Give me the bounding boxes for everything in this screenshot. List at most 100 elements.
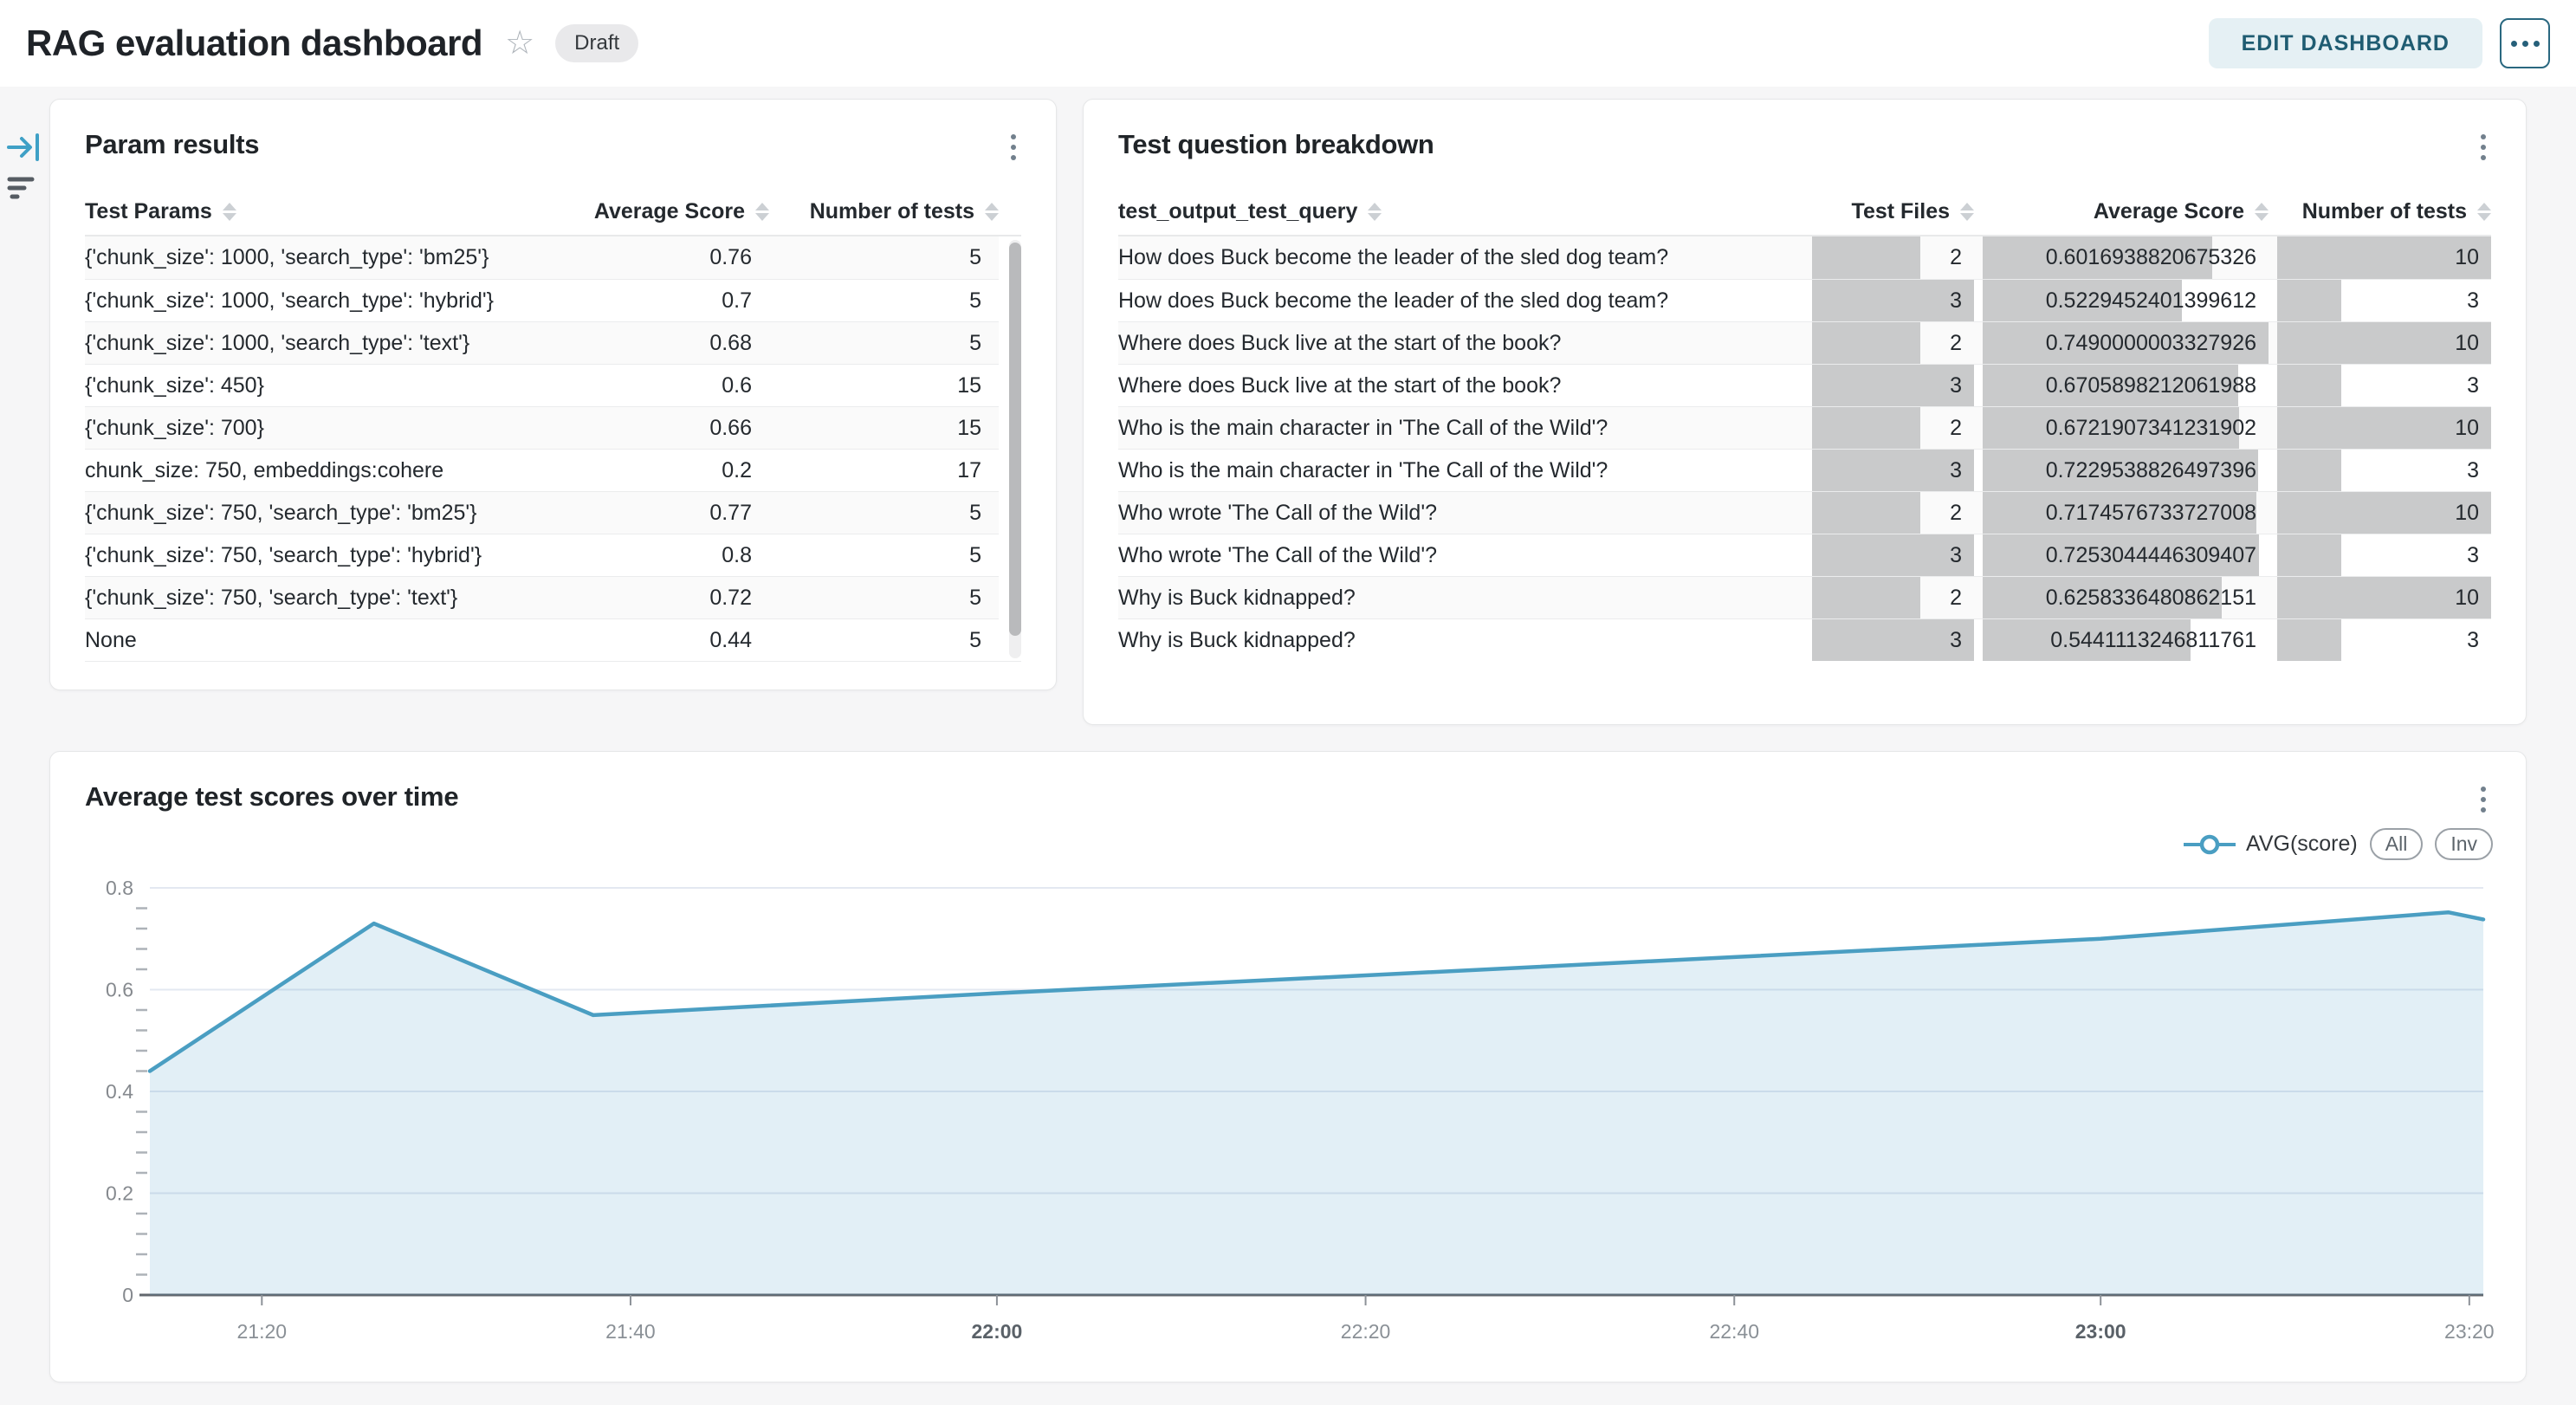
- data-bar: [1812, 492, 1920, 534]
- svg-text:21:40: 21:40: [605, 1320, 656, 1343]
- data-bar: [2277, 280, 2342, 321]
- cell-score: 0.6258336480862151: [1983, 577, 2269, 618]
- question-breakdown-table: test_output_test_query Test Files Averag…: [1118, 188, 2491, 661]
- status-badge: Draft: [555, 24, 639, 62]
- data-bar: [1983, 450, 2259, 491]
- cell-num_tests: 15: [957, 372, 981, 398]
- more-options-button[interactable]: [2500, 18, 2550, 68]
- column-header-number-of-tests[interactable]: Number of tests: [769, 199, 999, 224]
- column-header-test-files[interactable]: Test Files: [1812, 199, 1974, 224]
- dot-icon: [2521, 40, 2528, 47]
- data-bar: [1983, 322, 2269, 364]
- table-row: Where does Buck live at the start of the…: [1118, 321, 2491, 364]
- scrollbar-thumb[interactable]: [1009, 243, 1021, 637]
- cell-tests: 10: [2277, 322, 2491, 364]
- cell-tests: 3: [2277, 619, 2491, 661]
- column-header-average-score[interactable]: Average Score: [583, 199, 769, 224]
- legend-inverse-button[interactable]: Inv: [2435, 828, 2493, 860]
- question-breakdown-card: Test question breakdown test_output_test…: [1083, 99, 2527, 725]
- data-bar: [2277, 450, 2342, 491]
- card-title: Average test scores over time: [85, 781, 459, 812]
- chart-legend: AVG(score) All Inv: [2184, 828, 2493, 860]
- column-header-test-params[interactable]: Test Params: [85, 199, 583, 224]
- sort-icon: [985, 202, 999, 221]
- cell-num_tests: 17: [957, 457, 981, 482]
- kebab-menu-icon[interactable]: [2476, 129, 2491, 165]
- sort-icon: [1368, 202, 1382, 221]
- table-row: Why is Buck kidnapped? 3 0.544111324681176…: [1118, 618, 2491, 661]
- svg-text:22:20: 22:20: [1341, 1320, 1391, 1343]
- cell-avg_score: 0.8: [722, 542, 752, 567]
- data-bar: [1983, 280, 2183, 321]
- table-header-row: Test Params Average Score Number of test…: [85, 188, 1021, 236]
- sort-icon: [222, 202, 236, 221]
- table-row: {'chunk_size': 1000, 'search_type': 'tex…: [85, 321, 999, 364]
- cell-tests: 10: [2277, 577, 2491, 618]
- cell-params: None: [85, 627, 137, 652]
- cell-tests: 10: [2277, 492, 2491, 534]
- cell-num_tests: 15: [957, 415, 981, 440]
- sort-icon: [1960, 202, 1974, 221]
- data-bar: [2277, 577, 2491, 618]
- data-bar: [1983, 577, 2222, 618]
- expand-panel-icon[interactable]: [6, 130, 42, 165]
- cell-files: 3: [1812, 450, 1974, 491]
- table-row: Who is the main character in 'The Call o…: [1118, 406, 2491, 449]
- cell-tests: 3: [2277, 365, 2491, 406]
- legend-line-marker-icon: [2184, 834, 2236, 854]
- cell-tests: 10: [2277, 236, 2491, 279]
- cell-num_tests: 5: [969, 627, 981, 652]
- table-row: Who wrote 'The Call of the Wild'? 3 0.7253…: [1118, 534, 2491, 576]
- legend-item-avg-score[interactable]: AVG(score): [2184, 832, 2358, 857]
- cell-score: 0.6016938820675326: [1983, 236, 2269, 279]
- cell-query: Where does Buck live at the start of the…: [1118, 372, 1562, 398]
- scores-chart-svg[interactable]: 0 0.2 0.4 0.6 0.8 21:20 21:40 22:00 22:20 22:40 23…: [50, 752, 2527, 1383]
- data-bar: [1983, 365, 2239, 406]
- favorite-star-icon[interactable]: ☆: [505, 25, 535, 62]
- scrollbar-track: [1009, 240, 1021, 658]
- table-row: How does Buck become the leader of the s…: [1118, 236, 2491, 279]
- kebab-menu-icon[interactable]: [2476, 781, 2491, 818]
- cell-files: 3: [1812, 534, 1974, 576]
- cell-num_tests: 5: [969, 288, 981, 313]
- table-row: {'chunk_size': 1000, 'search_type': 'bm2…: [85, 236, 999, 279]
- dot-icon: [2533, 40, 2540, 47]
- edit-dashboard-button[interactable]: EDIT DASHBOARD: [2208, 18, 2482, 68]
- svg-text:0.8: 0.8: [106, 877, 133, 899]
- svg-text:23:00: 23:00: [2075, 1320, 2126, 1343]
- column-header-number-of-tests[interactable]: Number of tests: [2277, 199, 2491, 224]
- cell-tests: 3: [2277, 534, 2491, 576]
- cell-score: 0.7253044446309407: [1983, 534, 2269, 576]
- cell-avg_score: 0.66: [709, 415, 752, 440]
- cell-params: {'chunk_size': 1000, 'search_type': 'hyb…: [85, 288, 494, 313]
- sort-icon: [2255, 202, 2269, 221]
- cell-score: 0.5441113246811761: [1983, 619, 2269, 661]
- kebab-menu-icon[interactable]: [1006, 129, 1021, 165]
- cell-score: 0.6705898212061988: [1983, 365, 2269, 406]
- cell-tests: 3: [2277, 280, 2491, 321]
- cell-files: 2: [1812, 322, 1974, 364]
- legend-all-button[interactable]: All: [2369, 828, 2424, 860]
- cell-tests: 10: [2277, 407, 2491, 449]
- cell-avg_score: 0.6: [722, 372, 752, 398]
- data-bar: [2277, 407, 2491, 449]
- card-header: Param results: [50, 100, 1056, 165]
- cell-files: 3: [1812, 280, 1974, 321]
- cell-query: Where does Buck live at the start of the…: [1118, 330, 1562, 355]
- data-bar: [1812, 280, 1974, 321]
- table-row: Who is the main character in 'The Call o…: [1118, 449, 2491, 491]
- cell-query: Why is Buck kidnapped?: [1118, 627, 1356, 652]
- svg-text:21:20: 21:20: [237, 1320, 288, 1343]
- column-header-query[interactable]: test_output_test_query: [1118, 199, 1803, 224]
- filter-icon[interactable]: [7, 175, 38, 203]
- table-row: Why is Buck kidnapped? 2 0.625833648086215…: [1118, 576, 2491, 618]
- table-row: Where does Buck live at the start of the…: [1118, 364, 2491, 406]
- sort-icon: [2477, 202, 2491, 221]
- cell-num_tests: 5: [969, 245, 981, 269]
- data-bar: [2277, 619, 2342, 661]
- data-bar: [1983, 407, 2239, 449]
- data-bar: [2277, 365, 2342, 406]
- cell-query: Who wrote 'The Call of the Wild'?: [1118, 542, 1438, 567]
- cell-query: Who wrote 'The Call of the Wild'?: [1118, 500, 1438, 525]
- column-header-average-score[interactable]: Average Score: [1983, 199, 2269, 224]
